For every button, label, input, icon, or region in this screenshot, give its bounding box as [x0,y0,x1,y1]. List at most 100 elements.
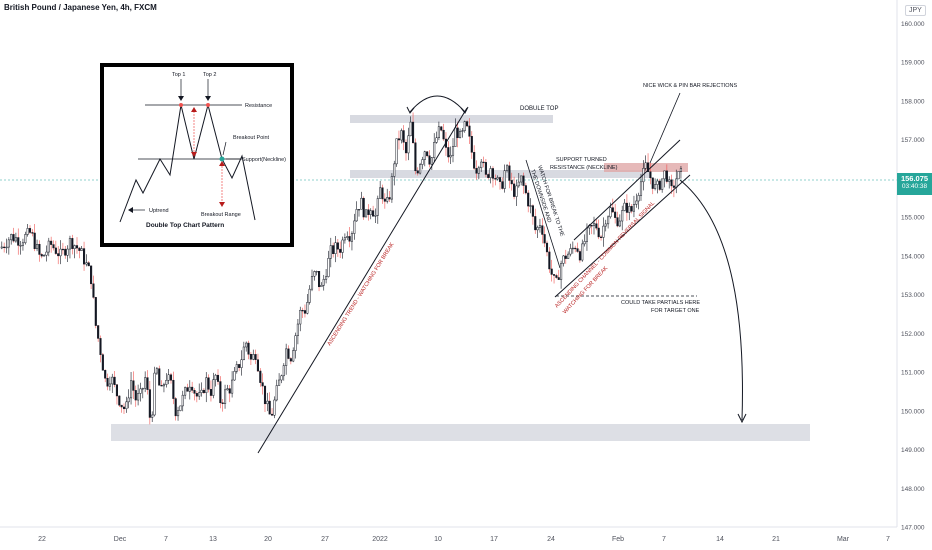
candle-body [508,165,511,181]
candle-body [477,167,480,174]
y-axis-ticks: 147.000 148.000 149.000 150.000 151.000 152.0… [901,21,925,532]
candle-body [78,247,81,251]
candle-body [665,170,668,182]
candle-body [3,246,6,249]
candle-body [564,255,567,259]
candle-body [555,275,558,278]
candle-body [61,248,64,251]
candle-body [122,406,126,410]
double-top-label: DOBULE TOP [520,106,558,112]
partials-label-2: FOR TARGET ONE [651,308,700,314]
candle-body [376,198,379,216]
arc-arrow-right [460,106,469,114]
candle-body [529,205,532,207]
candle-body [127,397,130,403]
candle-body [649,171,652,179]
candle-body [174,398,177,417]
candle-body [618,220,621,227]
candle-body [362,197,365,218]
candle-body [115,384,119,397]
candle-body [47,240,50,253]
candle-body [280,375,283,381]
candle-body [186,387,189,392]
candle-body [259,370,262,383]
candle-body [214,374,217,380]
candle-body [595,223,598,229]
candle-body [381,187,384,200]
candle-body [604,223,607,227]
candle-body [661,178,664,190]
candle-body [357,209,361,211]
candle-body [54,247,57,254]
candle-body [456,127,459,139]
candle-body [677,171,680,180]
candle-body [226,388,229,391]
target-projection-curve [679,179,743,421]
candle-body [461,130,464,132]
candle-body [463,121,466,131]
candle-body [560,263,563,280]
last-price-value: 156.075 [900,174,929,183]
y-tick-label: 147.000 [901,525,925,532]
candle-body [609,207,612,218]
candle-body [451,146,455,156]
currency-badge[interactable]: JPY [905,5,926,16]
candle-body [621,210,624,222]
candle-body [658,180,661,190]
candle-body [273,399,276,416]
target-arrow-head [737,413,747,424]
candle-body [219,381,222,404]
candle-body [5,246,8,249]
candle-body [421,159,424,165]
x-tick-label: 22 [38,536,46,543]
bar-countdown: 03:40:38 [901,183,928,190]
candle-body [600,236,603,238]
y-tick-label: 157.000 [901,137,925,144]
candle-body [567,253,570,259]
candle-body [294,335,297,351]
candle-body [162,384,165,387]
candle-body [310,276,314,290]
candle-body [38,243,41,255]
candle-body [468,125,471,137]
candle-body [442,129,445,140]
candle-body [491,168,494,179]
candle-body [318,271,321,288]
candle-body [235,364,238,372]
candle-body [470,136,473,153]
candle-body [14,237,17,242]
candle-body [50,240,53,245]
candle-body [348,236,351,242]
candle-body [0,246,3,249]
candle-body [374,215,377,217]
candle-body [585,227,589,242]
candle-body [320,285,323,288]
candle-body [10,234,13,241]
candle-body [198,392,201,397]
x-tick-label: 13 [209,536,217,543]
candle-body [513,183,516,197]
candle-body [484,162,487,175]
candle-body [494,178,497,180]
candle-body [113,376,116,385]
candle-body [97,325,100,339]
partials-label-1: COULD TAKE PARTIALS HERE [621,300,700,306]
inset-top2-label: Top 2 [203,72,216,78]
ascending-channel-label-1: ASCENDING CHANNEL - COMMON REVERSAL SIGN… [554,201,656,310]
candle-body [83,248,86,265]
candle-body [85,262,88,265]
candle-body [31,232,34,234]
candle-body [325,276,328,280]
candle-body [144,377,147,389]
candle-body [256,359,259,372]
x-tick-label: 2022 [372,536,388,543]
candle-body [663,170,666,180]
candle-body [247,342,250,355]
candle-body [576,248,579,252]
candle-body [501,181,504,189]
candle-body [275,385,278,401]
candle-body [75,245,79,249]
candle-body [531,205,534,217]
candle-body [21,242,24,246]
